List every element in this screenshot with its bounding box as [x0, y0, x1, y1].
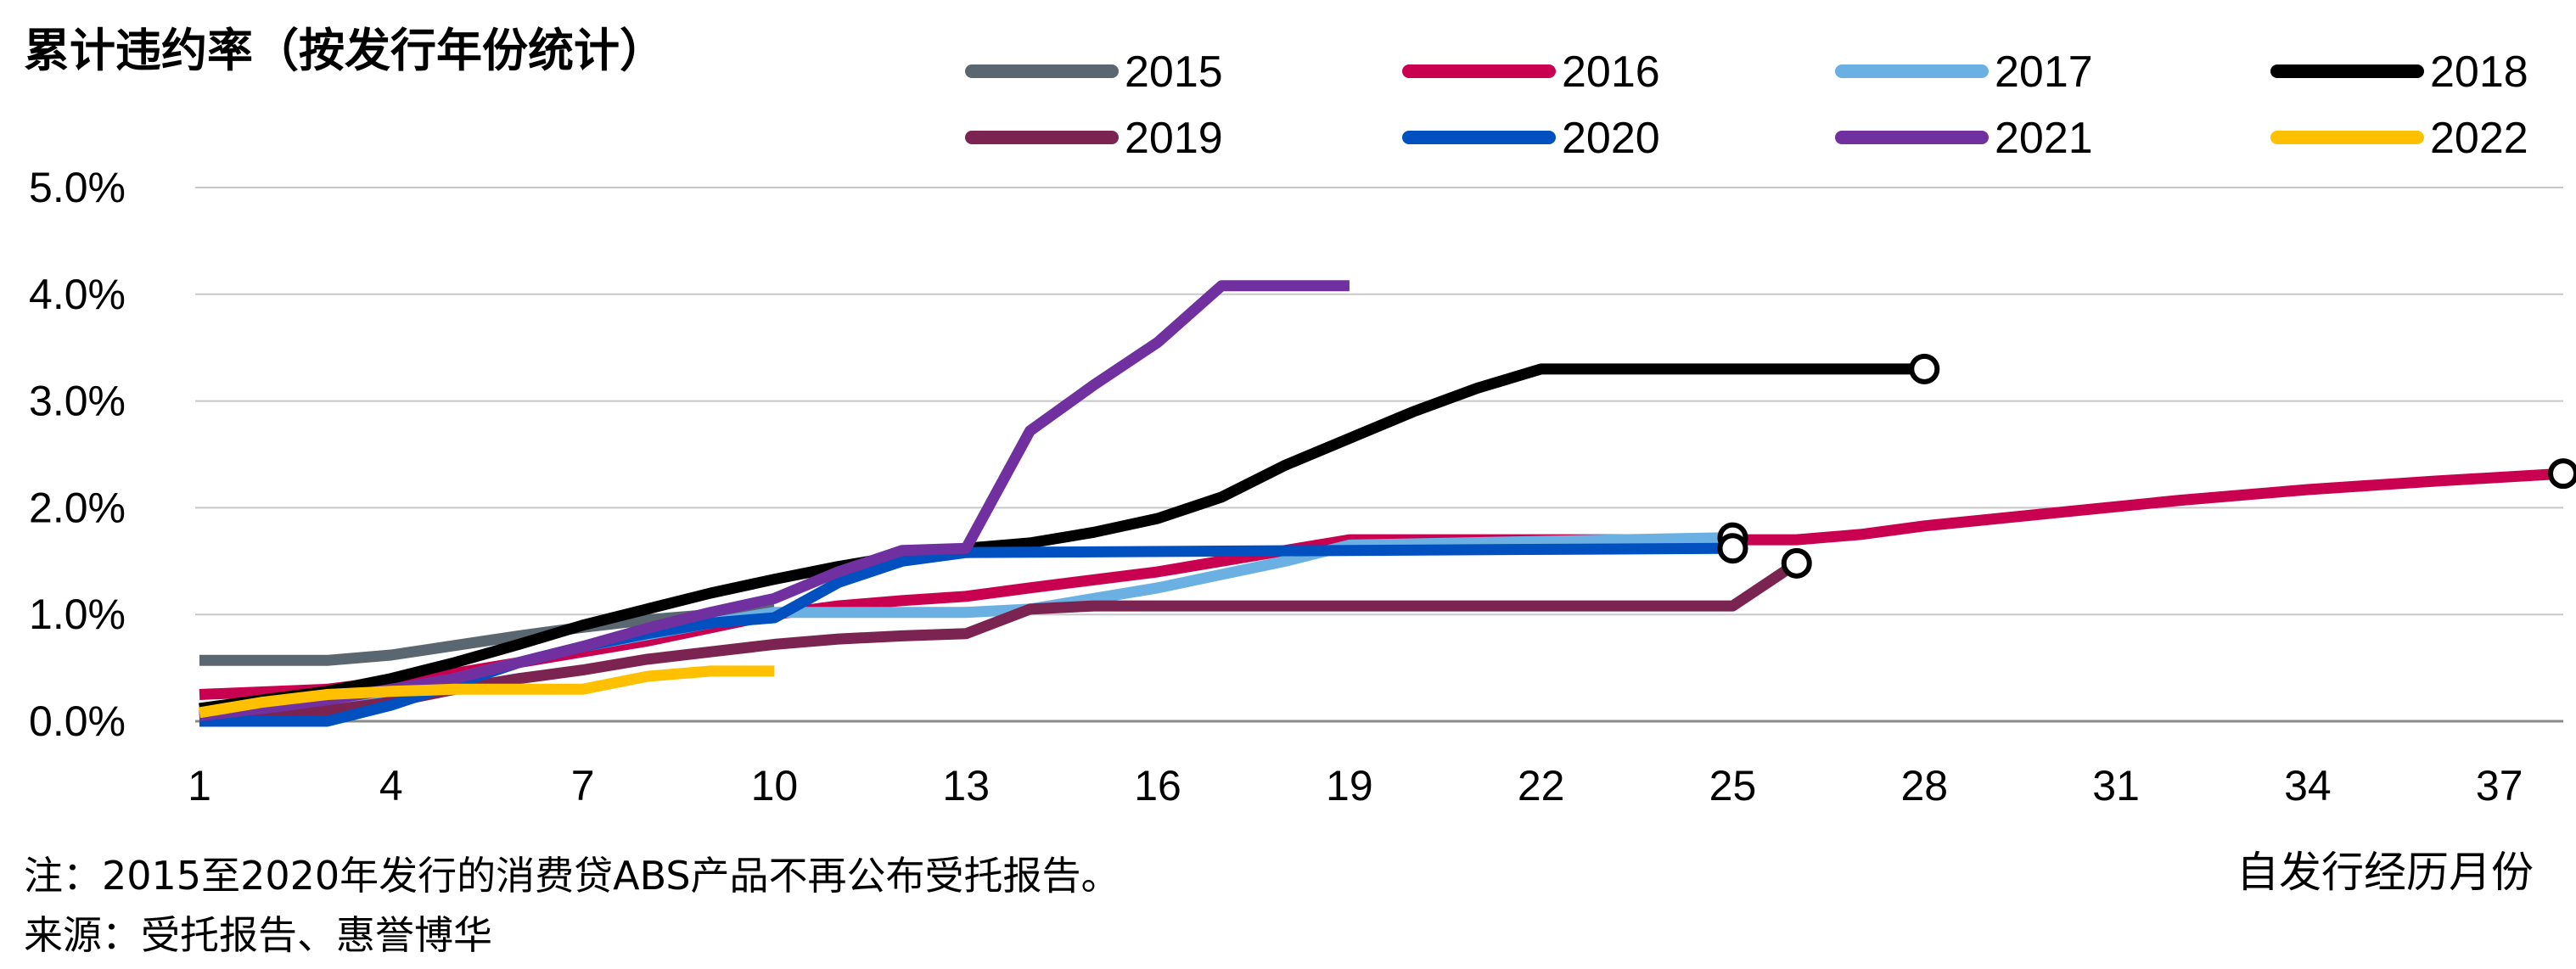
x-tick-label: 13: [942, 762, 990, 809]
legend-label-2018: 2018: [2430, 48, 2528, 97]
legend: 2015 2016 2017 2018 2019 2020 2021 2022: [965, 48, 2528, 163]
series-line-2022: [198, 665, 775, 719]
chart-title: 累计违约率（按发行年份统计）: [24, 24, 665, 77]
series-line-2016: [199, 468, 2564, 700]
legend-label-2022: 2022: [2430, 114, 2528, 163]
legend-label-2021: 2021: [1995, 114, 2093, 163]
y-tick-label: 4.0%: [29, 271, 126, 318]
legend-label-2020: 2020: [1562, 114, 1660, 163]
footnote: 注：2015至2020年发行的消费贷ABS产品不再公布受托报告。: [24, 853, 1120, 899]
gridlines: [195, 187, 2563, 723]
x-tick-label: 4: [379, 762, 403, 809]
x-tick-label: 22: [1518, 762, 1565, 809]
end-marker-2018: [1909, 353, 1940, 384]
x-tick-label: 1: [188, 762, 211, 809]
end-marker-2020: [1717, 533, 1748, 564]
y-tick-label: 2.0%: [29, 484, 126, 531]
end-marker-2016: [2548, 458, 2576, 490]
series-lines: [198, 280, 2564, 727]
x-tick-label: 28: [1900, 762, 1948, 809]
y-tick-label: 0.0%: [29, 697, 126, 745]
x-tick-label: 34: [2284, 762, 2332, 809]
x-tick-label: 19: [1326, 762, 1373, 809]
legend-label-2017: 2017: [1995, 48, 2093, 97]
legend-label-2019: 2019: [1125, 114, 1223, 163]
y-tick-label: 5.0%: [29, 164, 126, 211]
x-axis-tick-labels: 1 4 7 10 13 16 19 22 25 28 31 34 37: [188, 762, 2523, 809]
x-tick-label: 25: [1709, 762, 1757, 809]
source-note: 来源：受托报告、惠誉博华: [24, 912, 492, 958]
end-marker-2019: [1781, 547, 1812, 579]
x-tick-label: 37: [2476, 762, 2523, 809]
legend-label-2015: 2015: [1125, 48, 1223, 97]
x-tick-label: 7: [571, 762, 595, 809]
x-tick-label: 10: [751, 762, 799, 809]
x-tick-label: 16: [1134, 762, 1181, 809]
series-end-markers: [1717, 353, 2576, 579]
x-tick-label: 31: [2092, 762, 2140, 809]
y-tick-label: 1.0%: [29, 591, 126, 638]
y-axis-tick-labels: 0.0% 1.0% 2.0% 3.0% 4.0% 5.0%: [29, 164, 126, 745]
legend-label-2016: 2016: [1562, 48, 1660, 97]
y-tick-label: 3.0%: [29, 378, 126, 425]
x-axis-label: 自发行经历月份: [2236, 849, 2534, 896]
